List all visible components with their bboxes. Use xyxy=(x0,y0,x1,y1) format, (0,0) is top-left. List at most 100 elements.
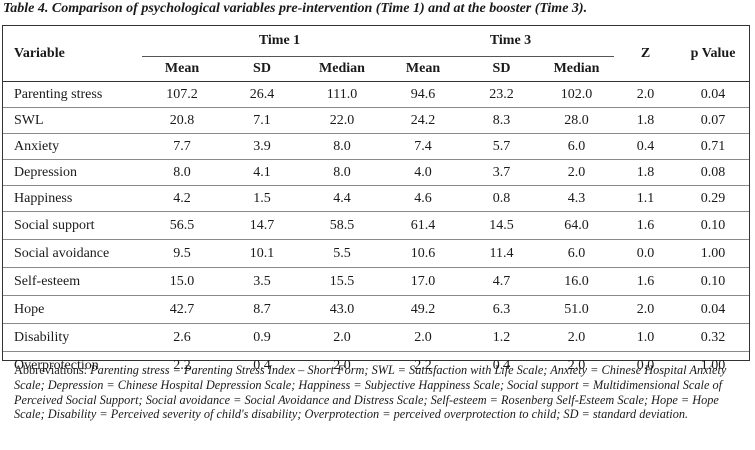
z-cell: 1.0 xyxy=(636,329,655,345)
header-time3: Time 3 xyxy=(382,26,615,57)
t1-median-cell: 8.0 xyxy=(333,138,351,154)
table-row: Hope 42.7 8.7 43.0 49.2 6.3 51.0 2.0 0.0… xyxy=(3,296,750,324)
row-variable: Hope xyxy=(14,301,45,317)
header-time1: Time 1 xyxy=(142,26,382,57)
z-cell: 0.0 xyxy=(636,245,655,261)
t1-mean-cell: 4.2 xyxy=(173,190,191,206)
header-t1-median: Median xyxy=(302,56,382,82)
p-value-cell: 0.07 xyxy=(700,112,726,128)
t1-median-cell: 8.0 xyxy=(333,164,351,180)
t3-median-cell: 6.0 xyxy=(567,138,586,154)
p-value-cell: 0.10 xyxy=(700,217,726,233)
header-t1-sd: SD xyxy=(222,56,302,82)
t1-mean-cell: 9.5 xyxy=(173,245,191,261)
row-variable: Happiness xyxy=(14,190,73,206)
header-p-value: p Value xyxy=(677,26,750,82)
t1-sd-cell: 3.9 xyxy=(253,138,271,154)
row-variable: SWL xyxy=(14,112,44,128)
t3-mean-cell: 24.2 xyxy=(410,112,436,128)
t1-sd-cell: 4.1 xyxy=(253,164,271,180)
table-row: Happiness 4.2 1.5 4.4 4.6 0.8 4.3 1.1 0.… xyxy=(3,186,750,212)
t3-sd-cell: 0.8 xyxy=(492,190,511,206)
t1-median-cell: 15.5 xyxy=(329,273,355,289)
t3-median-cell: 2.0 xyxy=(567,357,586,373)
t3-sd-cell: 6.3 xyxy=(492,301,511,317)
table-row: Parenting stress 107.2 26.4 111.0 94.6 2… xyxy=(3,82,750,108)
z-cell: 0.4 xyxy=(636,138,655,154)
t1-sd-cell: 1.5 xyxy=(253,190,271,206)
row-variable: Anxiety xyxy=(14,138,60,154)
t1-median-cell: 22.0 xyxy=(329,112,355,128)
table-row: Social support 56.5 14.7 58.5 61.4 14.5 … xyxy=(3,212,750,240)
p-value-cell: 0.10 xyxy=(700,273,726,289)
t3-mean-cell: 10.6 xyxy=(410,245,436,261)
t3-mean-cell: 4.0 xyxy=(414,164,432,180)
t1-median-cell: 5.5 xyxy=(333,245,351,261)
header-t3-mean: Mean xyxy=(382,56,464,82)
t3-mean-cell: 2.2 xyxy=(414,357,432,373)
t3-sd-cell: 3.7 xyxy=(492,164,511,180)
table-row: Disability 2.6 0.9 2.0 2.0 1.2 2.0 1.0 0… xyxy=(3,324,750,352)
header-z: Z xyxy=(614,26,678,82)
t1-median-cell: 2.0 xyxy=(333,357,351,373)
row-variable: Social avoidance xyxy=(14,245,110,261)
t1-mean-cell: 15.0 xyxy=(169,273,195,289)
t3-mean-cell: 4.6 xyxy=(414,190,432,206)
t1-median-cell: 43.0 xyxy=(329,301,355,317)
t1-sd-cell: 10.1 xyxy=(249,245,275,261)
row-variable: Self-esteem xyxy=(14,273,81,289)
z-cell: 1.6 xyxy=(636,217,655,233)
t1-mean-cell: 2.6 xyxy=(173,329,191,345)
header-t3-median: Median xyxy=(539,56,615,82)
header-variable: Variable xyxy=(3,26,142,82)
z-cell: 1.8 xyxy=(636,164,655,180)
header-t3-sd: SD xyxy=(464,56,539,82)
z-cell: 2.0 xyxy=(636,301,655,317)
t1-sd-cell: 14.7 xyxy=(249,217,275,233)
row-variable: Depression xyxy=(14,164,77,180)
t1-mean-cell: 7.7 xyxy=(173,138,191,154)
z-cell: 1.6 xyxy=(636,273,655,289)
t3-median-cell: 64.0 xyxy=(564,217,589,233)
t3-median-cell: 2.0 xyxy=(567,329,586,345)
table-row: Overprotection 2.2 0.4 2.0 2.2 0.4 2.0 0… xyxy=(3,352,749,380)
t1-mean-cell: 8.0 xyxy=(173,164,191,180)
table-row: Depression 8.0 4.1 8.0 4.0 3.7 2.0 1.8 0… xyxy=(3,160,750,186)
z-cell: 0.0 xyxy=(636,357,655,373)
t1-mean-cell: 42.7 xyxy=(169,301,195,317)
p-value-cell: 0.08 xyxy=(700,164,726,180)
t3-sd-cell: 5.7 xyxy=(492,138,511,154)
z-cell: 1.1 xyxy=(636,190,655,206)
t3-sd-cell: 0.4 xyxy=(492,357,511,373)
t3-sd-cell: 11.4 xyxy=(489,245,514,261)
t1-sd-cell: 0.4 xyxy=(253,357,271,373)
t3-sd-cell: 4.7 xyxy=(492,273,511,289)
t1-median-cell: 2.0 xyxy=(333,329,351,345)
t3-mean-cell: 49.2 xyxy=(410,301,436,317)
p-value-cell: 0.29 xyxy=(700,190,726,206)
t1-mean-cell: 2.2 xyxy=(173,357,191,373)
t1-median-cell: 4.4 xyxy=(333,190,351,206)
t3-sd-cell: 1.2 xyxy=(492,329,511,345)
t1-sd-cell: 8.7 xyxy=(253,301,271,317)
t3-median-cell: 2.0 xyxy=(567,164,586,180)
row-variable: Disability xyxy=(14,329,70,345)
t3-sd-cell: 8.3 xyxy=(492,112,511,128)
results-table-frame: Variable Time 1 Time 3 Z p Value Mean SD… xyxy=(2,25,750,372)
t1-sd-cell: 26.4 xyxy=(249,86,275,102)
row-variable: Parenting stress xyxy=(14,86,103,102)
abbreviations-note: Abbreviations: Parenting stress = Parent… xyxy=(14,363,742,422)
z-cell: 2.0 xyxy=(636,86,655,102)
t3-mean-cell: 7.4 xyxy=(414,138,432,154)
t3-mean-cell: 17.0 xyxy=(410,273,436,289)
abbreviations-label: Abbreviations: xyxy=(14,363,88,377)
z-cell: 1.8 xyxy=(636,112,655,128)
header-t1-mean: Mean xyxy=(142,56,222,82)
t3-median-cell: 6.0 xyxy=(567,245,586,261)
table-caption: Table 4. Comparison of psychological var… xyxy=(3,1,588,16)
t1-mean-cell: 107.2 xyxy=(166,86,198,102)
t3-mean-cell: 94.6 xyxy=(410,86,436,102)
t3-mean-cell: 61.4 xyxy=(410,217,436,233)
p-value-cell: 0.04 xyxy=(700,86,726,102)
p-value-cell: 0.04 xyxy=(700,301,726,317)
